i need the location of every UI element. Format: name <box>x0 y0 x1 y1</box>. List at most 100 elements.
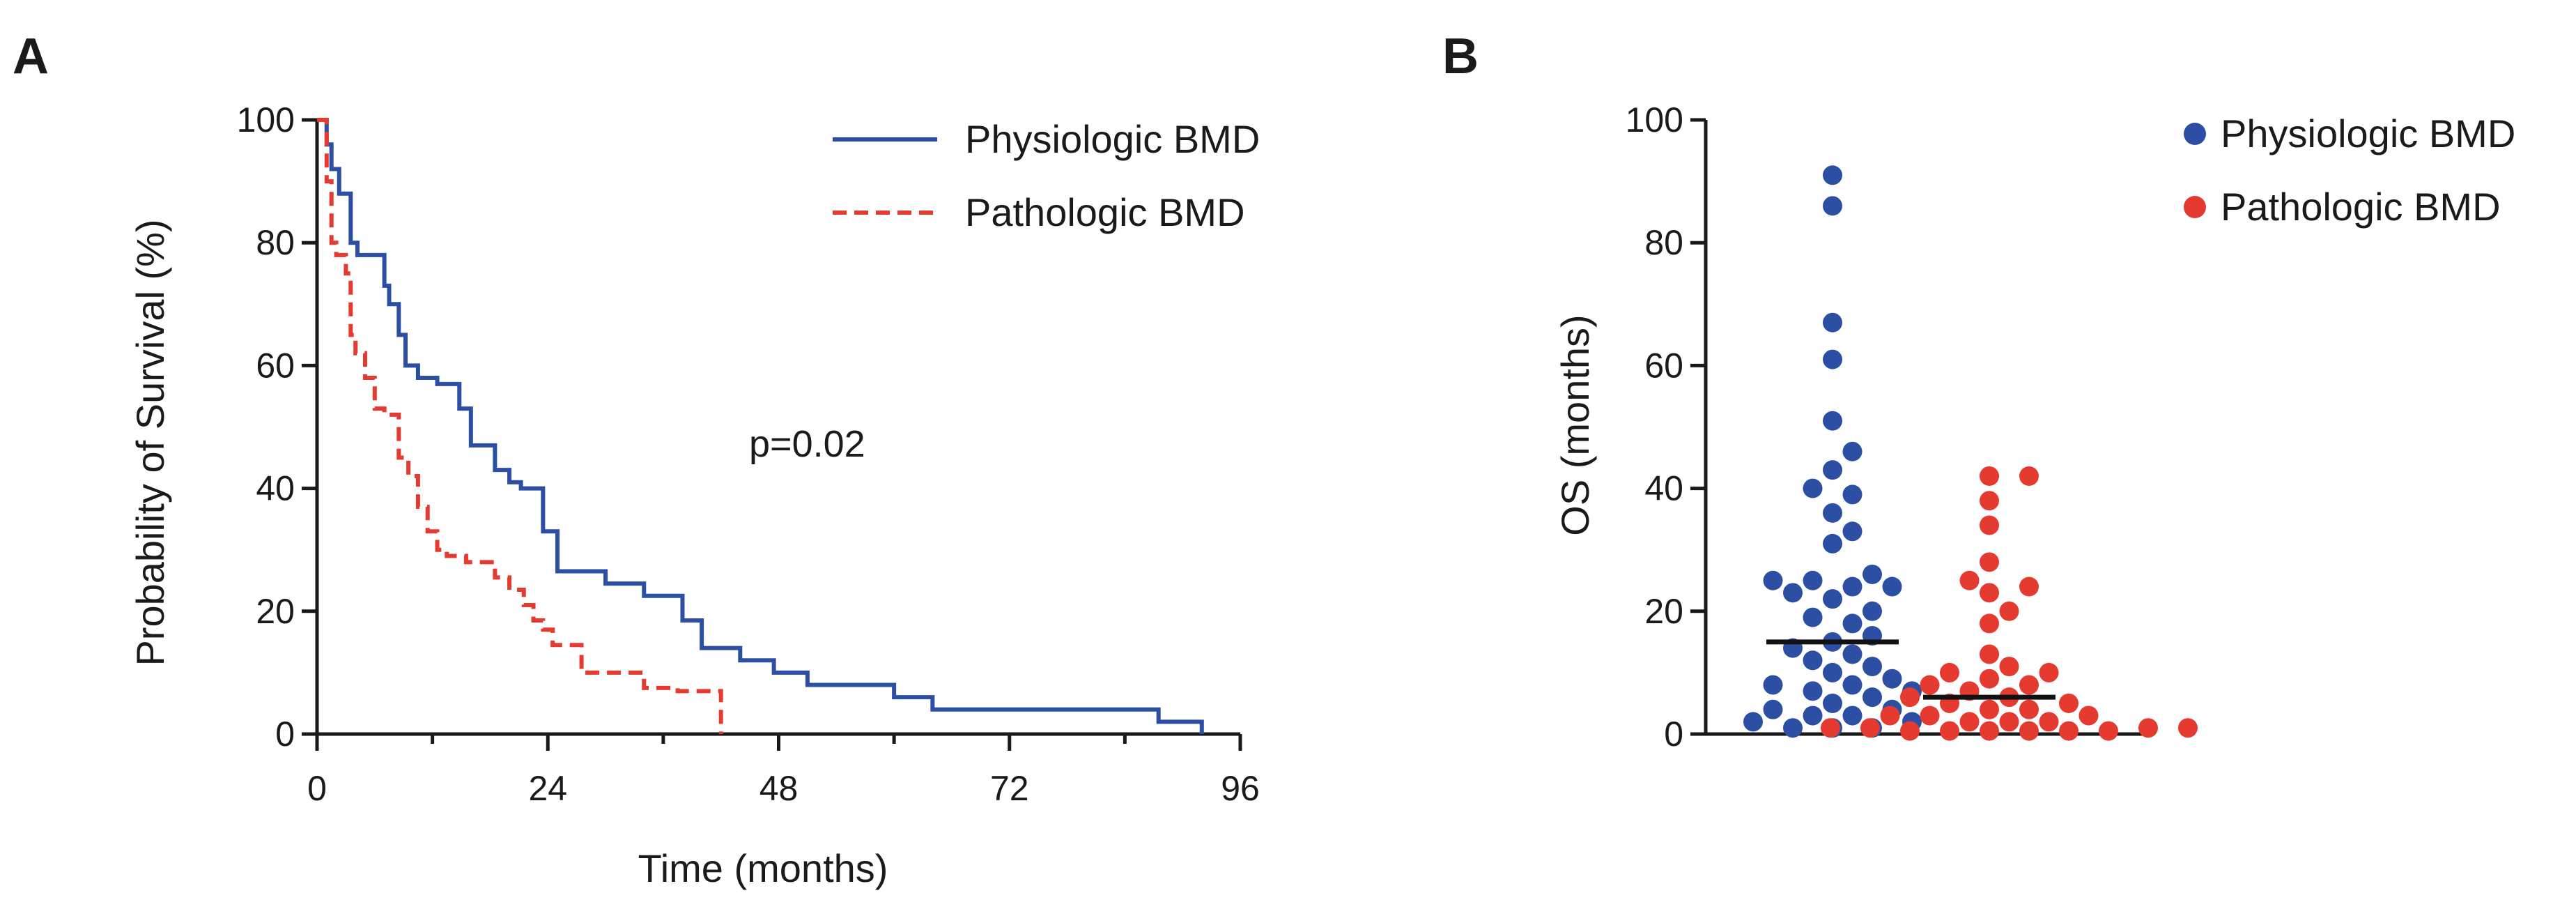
pathologic-os-point <box>2138 718 2158 738</box>
panel-a-series <box>317 118 1204 734</box>
panel-a-x-tick-label: 96 <box>1221 769 1260 808</box>
physiologic-os-point <box>1783 583 1803 603</box>
survival-curve-physiologic <box>317 118 1204 734</box>
pathologic-os-point <box>1821 718 1840 738</box>
physiologic-os-point <box>1803 478 1823 498</box>
panel-b-y-tick-label: 80 <box>1644 223 1683 262</box>
pathologic-os-point <box>1980 721 1999 741</box>
pathologic-os-point <box>2099 721 2118 741</box>
physiologic-os-point <box>1842 644 1862 664</box>
physiologic-os-point <box>1803 607 1823 627</box>
physiologic-os-point <box>1823 165 1842 185</box>
panel-a-axes: 0 20 40 60 80 100 0 24 48 72 96 <box>237 100 1260 808</box>
pathologic-os-point <box>2059 721 2078 741</box>
panel-a-legend: Physiologic BMD Pathologic BMD <box>833 117 1260 234</box>
pathologic-os-point <box>2019 721 2039 741</box>
panel-a-legend-label: Physiologic BMD <box>965 117 1260 161</box>
panel-a-x-axis-title: Time (months) <box>638 846 888 890</box>
pathologic-os-point <box>1880 705 1900 726</box>
pathologic-os-point <box>1959 712 1980 732</box>
panel-a-km-plot: Probability of Survival (%) Time (months… <box>128 100 1260 890</box>
panel-b-y-tick-label: 40 <box>1644 469 1683 508</box>
physiologic-os-point <box>1862 657 1882 677</box>
physiologic-os-point <box>1743 712 1763 732</box>
panel-b-y-tick-label: 60 <box>1644 346 1683 385</box>
physiologic-os-point <box>1823 196 1842 216</box>
panel-a-y-tick-label: 0 <box>275 715 295 754</box>
pathologic-os-point <box>1980 552 1999 572</box>
panel-a-y-axis-title: Probability of Survival (%) <box>128 219 172 666</box>
panel-b-legend-label: Pathologic BMD <box>2221 185 2501 229</box>
physiologic-os-point <box>1842 441 1862 461</box>
physiologic-os-point <box>1823 349 1842 369</box>
physiologic-os-point <box>1763 675 1783 695</box>
physiologic-os-point <box>1882 577 1902 597</box>
panel-b-legend: Physiologic BMD Pathologic BMD <box>2184 112 2515 229</box>
pathologic-os-point <box>1980 515 1999 535</box>
panel-b-axes: 0 20 40 60 80 100 <box>1626 100 2150 754</box>
panel-a-y-tick-label: 80 <box>256 223 295 262</box>
physiologic-os-point <box>1823 589 1842 609</box>
pathologic-os-point <box>2019 699 2039 719</box>
pathologic-os-point <box>1999 601 2019 621</box>
panel-a-x-tick-label: 24 <box>528 769 567 808</box>
physiologic-os-point <box>1842 521 1862 542</box>
physiologic-os-point <box>1823 411 1842 431</box>
pathologic-os-point <box>1900 687 1920 708</box>
physiologic-os-point <box>1823 460 1842 480</box>
physiologic-os-point <box>1823 693 1842 713</box>
panel-a-legend-label: Pathologic BMD <box>965 190 1245 234</box>
survival-curve-pathologic <box>317 118 723 734</box>
pathologic-os-point <box>1940 662 1959 682</box>
panel-b-legend-marker <box>2184 123 2206 145</box>
panel-a-y-tick-label: 100 <box>237 100 295 139</box>
physiologic-os-point <box>1842 613 1862 634</box>
physiologic-os-point <box>1763 570 1783 590</box>
pathologic-os-point <box>2078 705 2099 726</box>
pathologic-os-point <box>1980 699 1999 719</box>
physiologic-os-point <box>1823 503 1842 523</box>
pathologic-os-point <box>1980 669 1999 689</box>
panel-b-y-tick-label: 0 <box>1664 715 1683 754</box>
panel-b-legend-label: Physiologic BMD <box>2221 112 2515 155</box>
panel-b-dot-plot: OS (months) 0 20 40 60 80 100 Physiologic BMD… <box>1553 100 2515 754</box>
physiologic-os-point <box>1803 650 1823 671</box>
pathologic-os-point <box>1980 644 1999 664</box>
pathologic-os-point <box>1980 583 1999 603</box>
physiologic-os-point <box>1842 484 1862 505</box>
pathologic-os-point <box>1920 675 1940 695</box>
physiologic-os-point <box>1803 681 1823 701</box>
pathologic-os-point <box>1980 613 1999 634</box>
physiologic-os-point <box>1803 570 1823 590</box>
pathologic-os-point <box>1920 705 1940 726</box>
physiologic-os-point <box>1882 669 1902 689</box>
panel-a-x-tick-label: 72 <box>990 769 1029 808</box>
pathologic-os-point <box>1980 466 1999 486</box>
pathologic-os-point <box>1999 712 2019 732</box>
panel-b-y-tick-label: 100 <box>1626 100 1683 139</box>
pathologic-os-point <box>1959 570 1980 590</box>
panel-label-a: A <box>13 29 49 84</box>
panel-b-y-axis-title: OS (months) <box>1553 314 1597 535</box>
physiologic-os-point <box>1823 662 1842 682</box>
panel-b-y-tick-label: 20 <box>1644 592 1683 631</box>
pathologic-os-point <box>2019 675 2039 695</box>
physiologic-os-point <box>1842 577 1862 597</box>
panel-a-x-tick-label: 48 <box>759 769 799 808</box>
panel-a-x-tick-label: 0 <box>307 769 327 808</box>
pathologic-os-point <box>1980 491 1999 511</box>
pathologic-os-point <box>1999 657 2019 677</box>
physiologic-os-point <box>1823 312 1842 333</box>
panel-a-y-tick-label: 60 <box>256 346 295 385</box>
p-value-annotation: p=0.02 <box>749 423 865 465</box>
pathologic-os-point <box>2039 662 2059 682</box>
pathologic-os-point <box>1900 721 1920 741</box>
panel-a-y-tick-label: 20 <box>256 592 295 631</box>
pathologic-os-point <box>2059 693 2078 713</box>
panel-b-points <box>1743 165 2198 741</box>
pathologic-os-point <box>2178 718 2198 738</box>
pathologic-os-point <box>1940 721 1959 741</box>
physiologic-os-point <box>1763 699 1783 719</box>
physiologic-os-point <box>1823 533 1842 554</box>
